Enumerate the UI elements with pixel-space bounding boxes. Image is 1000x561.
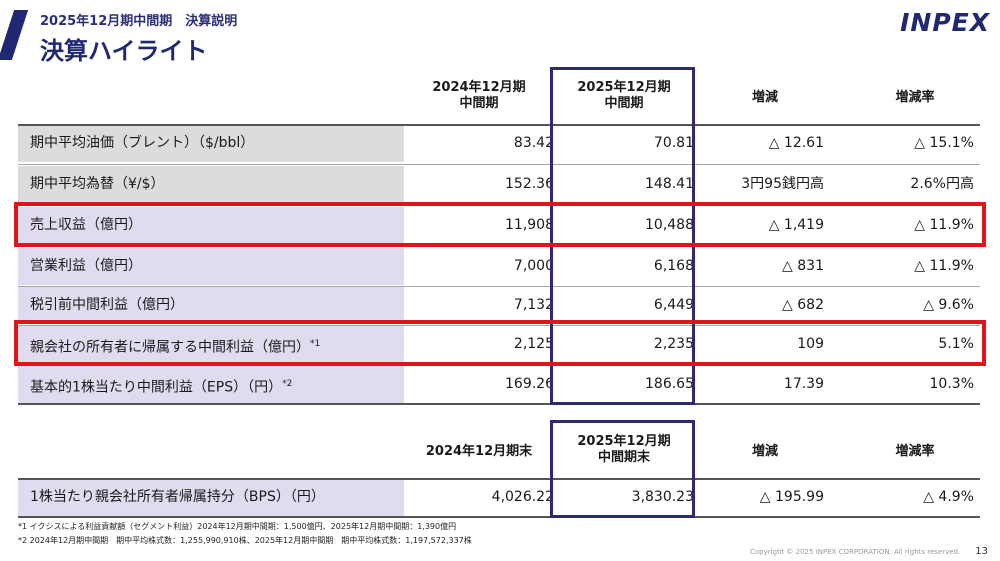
row-label: 1株当たり親会社所有者帰属持分（BPS）（円）: [18, 479, 404, 516]
row-label: 税引前中間利益（億円）: [18, 287, 404, 324]
table-divider: [18, 403, 980, 405]
cell-change: 109: [797, 336, 824, 352]
row-label: 基本的1株当たり中間利益（EPS）（円）*2: [18, 366, 404, 403]
table-row: 売上収益（億円） 11,908 10,488 △ 1,419 △ 11.9%: [18, 207, 980, 244]
cell-rate: △ 11.9%: [914, 217, 974, 233]
cell-rate: 5.1%: [938, 336, 974, 352]
cell-rate: △ 4.9%: [923, 489, 974, 505]
cell-2025: 10,488: [645, 217, 694, 233]
cell-2025: 2,235: [653, 336, 694, 352]
cell-rate: 10.3%: [929, 376, 974, 392]
cell-change: 3円95銭円高: [741, 176, 824, 192]
table-row: 1株当たり親会社所有者帰属持分（BPS）（円） 4,026.22 3,830.2…: [18, 479, 980, 516]
footnote-2: *2 2024年12月期中間期 期中平均株式数：1,255,990,910株、2…: [18, 536, 472, 545]
accent-bar: [0, 10, 29, 60]
row-label: 期中平均為替（¥/$）: [18, 166, 404, 203]
cell-2024: 169.26: [505, 376, 554, 392]
current-period-highlight: [550, 67, 695, 405]
table-row: 営業利益（億円） 7,000 6,168 △ 831 △ 11.9%: [18, 248, 980, 285]
page-title: 決算ハイライト: [40, 37, 208, 65]
footnote-1: *1 イクシスによる利益貢献額（セグメント利益）2024年12月期中間期：1,5…: [18, 522, 457, 531]
t2-header-rate: 増減率: [895, 444, 935, 459]
table-divider: [18, 516, 980, 518]
row-label: 売上収益（億円）: [18, 207, 404, 244]
cell-2024: 4,026.22: [491, 489, 554, 505]
t1-header-2025-line2: 中間期: [604, 96, 644, 111]
t2-header-change: 増減: [751, 444, 778, 459]
t2-header-2024: 2024年12月期末: [425, 444, 533, 459]
cell-2024: 7,132: [513, 297, 554, 313]
t1-header-change: 増減: [751, 90, 778, 105]
page-subtitle: 2025年12月期中間期 決算説明: [40, 14, 238, 29]
cell-2025: 70.81: [653, 135, 694, 151]
t1-header-rate: 増減率: [895, 90, 935, 105]
table-row: 期中平均油価（ブレント）（$/bbl） 83.42 70.81 △ 12.61 …: [18, 125, 980, 162]
cell-2024: 83.42: [513, 135, 554, 151]
copyright: Copyright © 2025 INPEX CORPORATION. All …: [750, 548, 961, 556]
cell-change: △ 831: [782, 258, 824, 274]
t1-header-2025: 2025年12月期 中間期: [554, 80, 694, 112]
cell-2025: 6,168: [653, 258, 694, 274]
net-income-highlight-box: [14, 320, 986, 366]
cell-2024: 152.36: [505, 176, 554, 192]
cell-2024: 2,125: [513, 336, 554, 352]
cell-2025: 3,830.23: [631, 489, 694, 505]
row-label: 親会社の所有者に帰属する中間利益（億円）*1: [18, 326, 404, 363]
t1-header-2024: 2024年12月期 中間期: [404, 80, 554, 112]
table-divider: [18, 164, 980, 165]
t2-header-2025-line1: 2025年12月期: [577, 434, 671, 449]
row-label-text: 親会社の所有者に帰属する中間利益（億円）: [30, 339, 310, 356]
row-label-text: 基本的1株当たり中間利益（EPS）（円）: [30, 379, 283, 396]
table-row: 税引前中間利益（億円） 7,132 6,449 △ 682 △ 9.6%: [18, 287, 980, 324]
cell-rate: △ 11.9%: [914, 258, 974, 274]
cell-2024: 11,908: [505, 217, 554, 233]
cell-2025: 6,449: [653, 297, 694, 313]
inpex-logo: INPEX: [900, 8, 990, 37]
table-divider: [18, 124, 980, 126]
cell-rate: 2.6%円高: [910, 176, 974, 192]
page-number: 13: [975, 546, 988, 557]
t1-header-2024-line2: 中間期: [459, 96, 499, 111]
revenue-highlight-box: [14, 202, 986, 247]
cell-change: △ 1,419: [768, 217, 824, 233]
cell-change: △ 682: [782, 297, 824, 313]
cell-change: △ 12.61: [768, 135, 824, 151]
cell-2025: 148.41: [645, 176, 694, 192]
cell-2024: 7,000: [513, 258, 554, 274]
cell-rate: △ 15.1%: [914, 135, 974, 151]
table-row: 期中平均為替（¥/$） 152.36 148.41 3円95銭円高 2.6%円高: [18, 166, 980, 203]
footnote-ref: *2: [282, 379, 293, 389]
t1-header-2024-line1: 2024年12月期: [432, 80, 526, 95]
table-divider: [18, 478, 980, 480]
row-label: 期中平均油価（ブレント）（$/bbl）: [18, 125, 404, 162]
cell-change: △ 195.99: [759, 489, 824, 505]
t2-header-2025-line2: 中間期末: [597, 450, 650, 465]
table-row: 基本的1株当たり中間利益（EPS）（円）*2 169.26 186.65 17.…: [18, 366, 980, 403]
cell-rate: △ 9.6%: [923, 297, 974, 313]
t1-header-2025-line1: 2025年12月期: [577, 80, 671, 95]
table-row: 親会社の所有者に帰属する中間利益（億円）*1 2,125 2,235 109 5…: [18, 326, 980, 363]
footnote-ref: *1: [310, 339, 321, 349]
current-period-highlight: [550, 420, 695, 518]
row-label: 営業利益（億円）: [18, 248, 404, 285]
cell-change: 17.39: [783, 376, 824, 392]
table-divider: [18, 325, 980, 326]
cell-2025: 186.65: [645, 376, 694, 392]
table-divider: [18, 286, 980, 287]
t2-header-2025: 2025年12月期 中間期末: [554, 434, 694, 466]
